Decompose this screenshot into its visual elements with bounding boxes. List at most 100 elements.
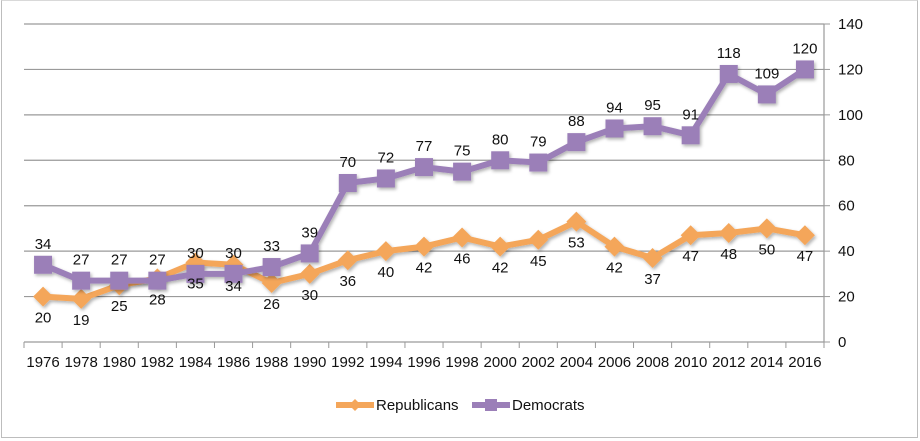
republicans-data-label: 45 (530, 253, 547, 270)
republicans-data-label: 47 (682, 248, 699, 265)
republicans-marker (299, 263, 320, 284)
democrats-marker (110, 271, 129, 290)
republicans-marker (414, 236, 434, 257)
x-tick-label: 1978 (64, 354, 97, 371)
democrats-marker (567, 133, 586, 152)
republicans-marker (680, 225, 701, 246)
y-tick-label: 80 (838, 152, 855, 169)
legend-square-marker (485, 399, 497, 411)
republicans-marker (794, 225, 815, 246)
democrats-data-label: 75 (454, 143, 471, 160)
x-tick-label: 2012 (712, 354, 745, 371)
democrats-marker (186, 264, 205, 283)
y-tick-label: 60 (838, 198, 855, 215)
republicans-data-label: 26 (263, 296, 280, 313)
democrats-data-label: 30 (225, 245, 242, 262)
republicans-data-label: 28 (149, 291, 166, 308)
x-tick-label: 2002 (522, 354, 555, 371)
republicans-marker (452, 227, 473, 248)
democrats-data-label: 39 (301, 224, 318, 241)
republicans-marker (756, 218, 777, 239)
republicans-marker (718, 222, 739, 243)
republicans-marker (604, 236, 625, 257)
x-tick-label: 1990 (293, 354, 326, 371)
republicans-data-label: 19 (73, 312, 90, 329)
republicans-data-label: 50 (759, 241, 776, 258)
democrats-data-label: 94 (606, 99, 623, 116)
democrats-marker (300, 244, 319, 263)
x-tick-label: 1984 (179, 354, 212, 371)
democrats-marker (491, 151, 510, 170)
democrats-marker (757, 85, 776, 104)
democrats-data-label: 30 (187, 245, 204, 262)
gridlines (24, 23, 824, 298)
democrats-marker (453, 162, 472, 181)
x-tick-label: 1996 (407, 354, 440, 371)
democrats-marker (338, 174, 357, 192)
democrats-marker (72, 271, 91, 290)
republicans-data-label: 42 (492, 260, 509, 277)
x-tick-label: 2014 (750, 354, 783, 371)
republicans-data-label: 34 (225, 278, 242, 295)
democrats-data-label: 70 (339, 154, 356, 171)
democrats-marker (605, 119, 624, 138)
data-labels: 20 19 25 28 35 34 26 30 36 40 42 46 42 45 53 42 37 47 48 50… (35, 40, 818, 328)
democrats-marker (148, 271, 167, 290)
democrats-data-label: 118 (717, 45, 741, 62)
democrats-marker (224, 264, 243, 283)
democrats-data-label: 77 (416, 138, 433, 155)
republicans-marker (71, 288, 92, 309)
republicans-marker (33, 286, 54, 307)
y-tick-label: 20 (838, 289, 855, 306)
republicans-marker (337, 250, 358, 271)
republicans-marker (261, 272, 282, 293)
republicans-data-label: 42 (606, 260, 623, 277)
x-tick-label: 2010 (674, 354, 707, 371)
series-layer (33, 60, 815, 309)
legend-item-republicans: Republicans (336, 397, 459, 414)
x-tick-label: 2004 (560, 354, 593, 371)
republicans-data-label: 20 (35, 310, 52, 327)
republicans-data-label: 47 (797, 248, 814, 265)
republicans-data-label: 37 (644, 271, 661, 288)
democrats-marker (415, 158, 433, 177)
republicans-data-label: 46 (454, 251, 471, 268)
x-tick-label: 2000 (484, 354, 517, 371)
x-tick-label: 1992 (331, 354, 364, 371)
legend-diamond-marker (349, 399, 361, 411)
democrats-data-label: 120 (792, 40, 817, 57)
republicans-data-label: 53 (568, 235, 585, 252)
democrats-data-label: 95 (644, 97, 661, 114)
legend-label: Democrats (512, 397, 585, 414)
democrats-data-label: 91 (682, 106, 699, 123)
series-democrats (34, 60, 814, 290)
republicans-data-label: 48 (720, 246, 737, 263)
democrats-data-label: 72 (378, 149, 395, 166)
republicans-marker (490, 236, 511, 257)
democrats-marker (262, 258, 281, 277)
democrats-data-label: 88 (568, 113, 585, 130)
democrats-marker (643, 117, 662, 136)
y-tick-label: 40 (838, 243, 855, 260)
democrats-marker (795, 60, 814, 79)
x-tick-label: 1980 (103, 354, 136, 371)
y-tick-label: 100 (838, 107, 863, 124)
democrats-data-label: 33 (263, 238, 280, 255)
x-tick-label: 1994 (369, 354, 402, 371)
x-tick-label: 1988 (255, 354, 288, 371)
democrats-data-label: 27 (149, 252, 166, 269)
democrats-marker (376, 169, 395, 188)
democrats-marker (34, 255, 53, 274)
republicans-marker (642, 247, 663, 268)
x-tick-label: 1998 (445, 354, 478, 371)
legend: Republicans Democrats (336, 397, 585, 414)
democrats-marker (719, 64, 738, 83)
republicans-marker (566, 211, 587, 232)
x-tick-label: 2006 (598, 354, 631, 371)
democrats-marker (681, 126, 700, 145)
democrats-data-label: 34 (35, 236, 52, 253)
x-tick-label: 1982 (141, 354, 174, 371)
republicans-data-label: 30 (301, 287, 318, 304)
